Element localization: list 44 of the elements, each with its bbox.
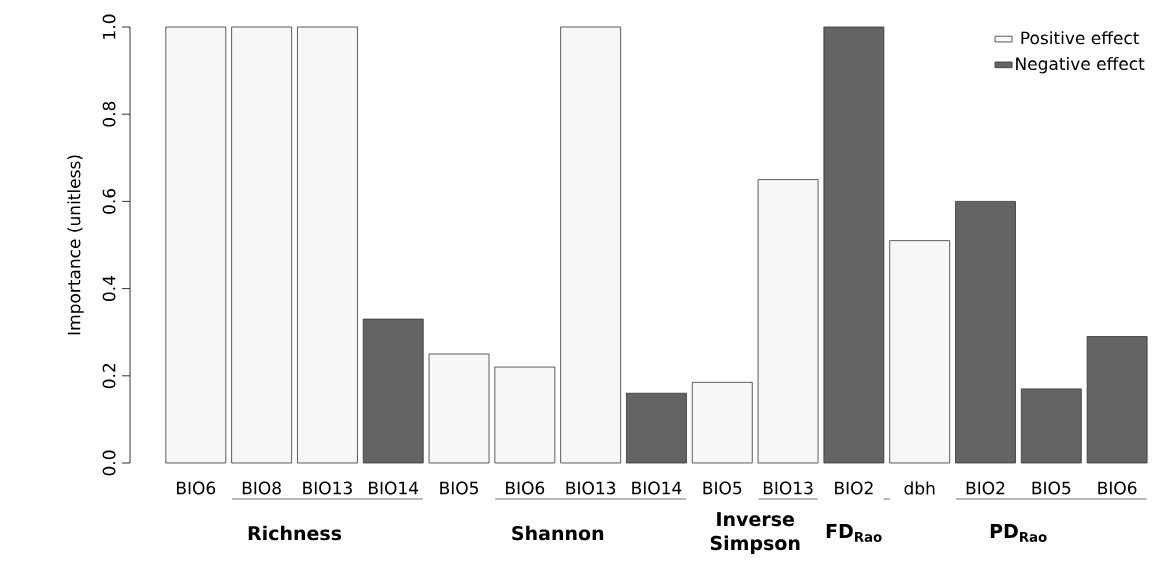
y-tick-label: 0.2 [102,363,116,389]
bar [297,26,358,464]
bar [165,26,227,464]
x-tick-label: BIO13 [303,481,352,495]
x-tick-label: BIO2 [966,481,1005,495]
text: FD$_{Rao}$ [826,524,882,542]
bar [823,26,885,464]
bar [1086,336,1148,464]
bar [231,26,293,464]
bar [626,392,687,464]
x-tick-label: BIO13 [763,481,813,495]
bar [691,381,753,464]
text: Richness [248,525,342,541]
x-tick-label: BIO13 [566,481,616,495]
x-tick-label: BIO5 [440,481,478,495]
bar [955,201,1016,464]
y-axis-title: Importance (unitless) [67,155,84,335]
text: Shannon [512,525,604,541]
x-tick-label: BIO14 [369,481,419,495]
y-tick-label: 1.0 [102,14,116,39]
x-tick-label: BIO5 [703,481,742,495]
bar [1020,388,1082,464]
x-tick-label: BIO6 [177,481,216,495]
text: PD$_{Rao}$ [990,524,1047,542]
bar [362,318,424,464]
y-tick-label: 0.6 [102,188,116,214]
x-tick-label: BIO8 [242,481,281,495]
text: Inverse Simpson [710,512,800,554]
y-tick-label: 0.4 [102,276,116,301]
x-tick-label: dbh [904,481,935,495]
bar [757,179,819,464]
x-tick-label: BIO6 [506,481,545,495]
y-tick-label: 0.0 [102,450,116,476]
x-tick-label: BIO6 [1098,481,1137,495]
y-tick-label: 0.8 [102,101,116,127]
bar [494,366,556,464]
bar [560,26,622,464]
bar [428,353,490,464]
x-tick-label: BIO14 [632,481,682,495]
legend-label: Positive effect [1021,31,1140,45]
legend-label: Negative effect [1016,56,1145,74]
x-tick-label: BIO2 [835,481,873,495]
x-tick-label: BIO5 [1032,481,1071,495]
bar [889,240,951,464]
